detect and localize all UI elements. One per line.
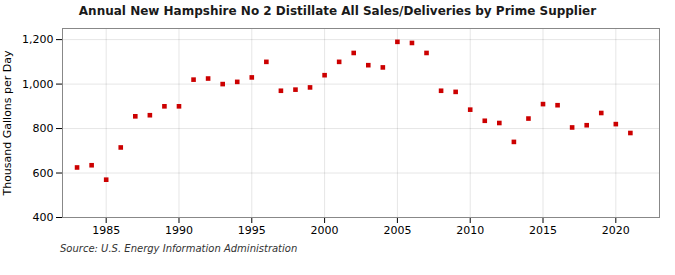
- svg-text:1,000: 1,000: [22, 78, 54, 91]
- svg-text:1990: 1990: [165, 224, 193, 237]
- svg-text:2000: 2000: [311, 224, 339, 237]
- svg-text:600: 600: [33, 167, 54, 180]
- html-text:Annual New Hampshire No 2 Dist: Annual New Hampshire No 2 Distillate All…: [78, 4, 597, 18]
- svg-text:2020: 2020: [602, 224, 630, 237]
- svg-text:1,200: 1,200: [22, 33, 54, 46]
- svg-text:400: 400: [33, 211, 54, 224]
- html-text:Source: U.S. Energy Informatio: Source: U.S. Energy Information Administ…: [60, 243, 298, 254]
- svg-text:2015: 2015: [529, 224, 557, 237]
- svg-text:1995: 1995: [238, 224, 266, 237]
- svg-text:2010: 2010: [456, 224, 484, 237]
- svg-text:1985: 1985: [92, 224, 120, 237]
- svg-text:800: 800: [33, 122, 54, 135]
- svg-text:Thousand Gallons per Day: Thousand Gallons per Day: [1, 50, 14, 197]
- svg-text:2005: 2005: [383, 224, 411, 237]
